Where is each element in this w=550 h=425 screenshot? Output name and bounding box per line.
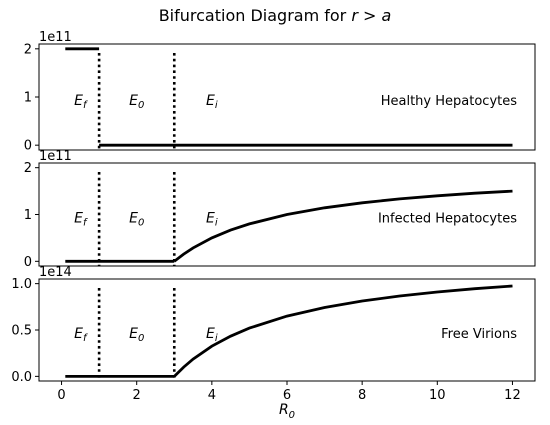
x-axis-label: R0 [279,402,295,421]
region-label: Ei [206,326,218,344]
x-tick-label: 10 [429,388,446,403]
series-line-2 [173,284,513,378]
region-label: Ef [74,93,88,111]
y-tick-label: 2 [24,161,32,176]
x-tick-label: 4 [208,388,216,403]
chart-title-main: Bifurcation Diagram for [159,6,352,25]
panel-label: Free Virions [441,327,517,342]
region-label: E0 [129,326,144,344]
y-offset-text: 1e11 [39,30,72,45]
region-label: E0 [129,93,144,111]
x-tick-label: 0 [57,388,65,403]
chart-title-math: r > a [351,6,391,25]
x-tick-label: 12 [504,388,521,403]
panel-1: 0 1 2 1e11 Ef E0 Ei Healthy Hepatocytes [24,30,536,154]
y-offset-text: 1e14 [39,265,72,280]
region-label: Ef [74,211,88,229]
y-offset-text: 1e11 [39,149,72,164]
panel-label: Infected Hepatocytes [378,212,517,227]
y-tick-label: 0.0 [11,370,32,385]
y-tick-label: 1.0 [11,277,32,292]
y-tick-label: 0.5 [11,324,32,339]
region-label: Ef [74,326,88,344]
region-label: Ei [206,93,218,111]
x-tick-label: 6 [283,388,291,403]
region-label: Ei [206,211,218,229]
y-tick-label: 0 [24,139,32,154]
series-line-2 [173,189,513,263]
panel-2: 0 1 2 1e11 Ef E0 Ei Infected Hepatocytes [24,149,536,270]
panel-label: Healthy Hepatocytes [381,94,517,109]
y-tick-label: 1 [24,91,32,106]
chart-title: Bifurcation Diagram for r > a [159,6,392,25]
region-label: E0 [129,211,144,229]
panel-3: 0.0 0.5 1.0 1e14 Ef E0 Ei Free Virions [11,265,536,385]
x-axis: 0 2 4 6 8 10 12 [57,381,521,403]
x-tick-label: 2 [133,388,141,403]
y-tick-label: 1 [24,208,32,223]
panels: 0 1 2 1e11 Ef E0 Ei Healthy Hepatocytes 0 1 2 1e11 E… [11,30,536,385]
y-tick-label: 2 [24,42,32,57]
y-tick-label: 0 [24,255,32,270]
x-tick-label: 8 [358,388,366,403]
